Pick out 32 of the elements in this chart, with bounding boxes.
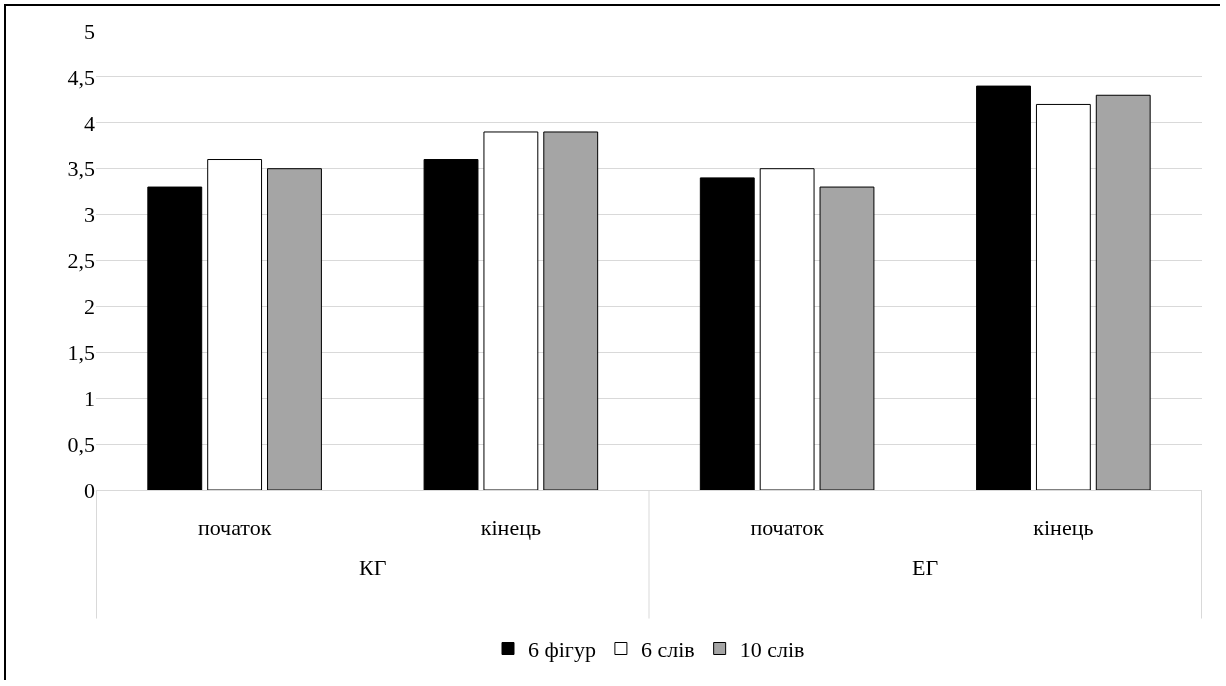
bar [483, 131, 539, 490]
text: КГ [359, 555, 387, 580]
x-tick-label: кінець [480, 515, 541, 541]
bar [267, 168, 322, 490]
x-tick-label: початок [750, 515, 825, 541]
bar [819, 186, 875, 490]
x-tick-label: початок [197, 515, 272, 541]
legend-label: 10 слів [739, 637, 805, 663]
bar [147, 186, 203, 490]
bar [976, 85, 1031, 490]
y-tick-label: 5 [84, 18, 95, 44]
bar [207, 159, 263, 490]
legend-label: 6 фігур [528, 637, 596, 663]
bar [1035, 103, 1091, 490]
y-tick-label: 4 [84, 110, 95, 136]
bar [543, 131, 599, 490]
text: ЕГ [912, 555, 939, 580]
x-tick-label: кінець [1033, 515, 1094, 541]
bar [699, 177, 755, 490]
y-tick-label: 3,5 [67, 156, 95, 182]
bar [1095, 94, 1151, 490]
y-tick-label: 2,5 [67, 248, 95, 274]
y-tick-label: 0,5 [67, 431, 95, 457]
y-tick-label: 4,5 [67, 64, 95, 90]
y-tick-label: 1 [84, 385, 95, 411]
bar [423, 159, 479, 490]
y-tick-label: 2 [84, 294, 95, 320]
y-tick-label: 0 [84, 477, 95, 503]
legend-label: 6 слів [640, 637, 695, 663]
y-tick-label: 1,5 [67, 340, 95, 365]
bar [759, 168, 815, 490]
y-tick-label: 3 [84, 202, 95, 228]
